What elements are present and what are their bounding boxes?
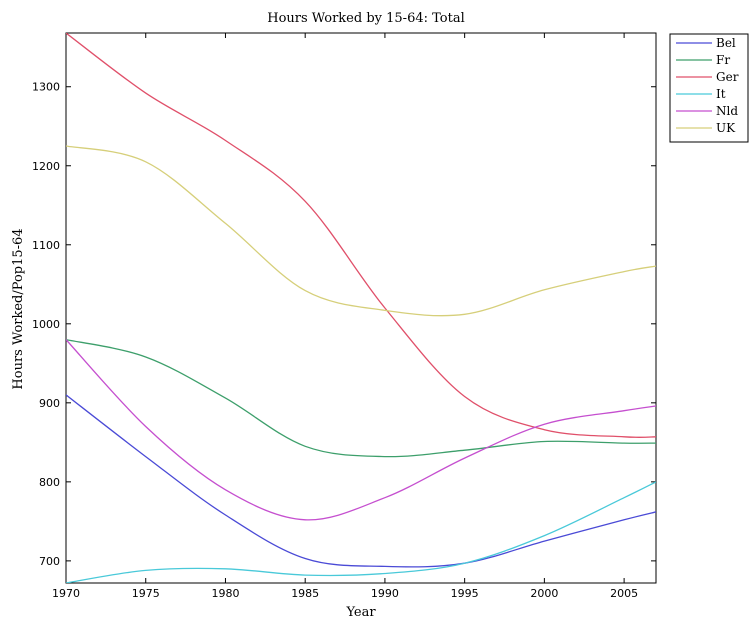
legend-label: It bbox=[716, 87, 726, 101]
legend: Bel Fr Ger It Nld UK bbox=[669, 33, 749, 143]
series-line-it bbox=[66, 481, 656, 583]
y-tick-label: 800 bbox=[39, 476, 60, 489]
x-tick-label: 2000 bbox=[530, 587, 558, 600]
series-line-fr bbox=[66, 338, 656, 458]
x-tick-label: 1990 bbox=[371, 587, 399, 600]
x-tick-label: 1985 bbox=[291, 587, 319, 600]
legend-label: Ger bbox=[716, 70, 739, 84]
x-tick-label: 1980 bbox=[211, 587, 239, 600]
x-tick-label: 2005 bbox=[610, 587, 638, 600]
x-axis-label: Year bbox=[345, 605, 376, 620]
legend-label: UK bbox=[716, 121, 736, 135]
x-tick-label: 1975 bbox=[132, 587, 160, 600]
series-line-bel bbox=[66, 394, 656, 568]
legend-label: Bel bbox=[716, 36, 736, 50]
y-tick-label: 1300 bbox=[32, 81, 60, 94]
legend-label: Nld bbox=[716, 104, 738, 118]
x-axis: 1970 1975 1980 1985 1990 1995 2000 2005 bbox=[52, 33, 638, 600]
y-tick-label: 1100 bbox=[32, 239, 60, 252]
y-tick-label: 900 bbox=[39, 397, 60, 410]
y-tick-label: 1000 bbox=[32, 318, 60, 331]
y-axis-label: Hours Worked/Pop15-64 bbox=[11, 228, 26, 389]
legend-label: Fr bbox=[716, 53, 730, 67]
legend-box bbox=[669, 33, 749, 143]
series-line-ger bbox=[66, 33, 656, 438]
chart-title: Hours Worked by 15-64: Total bbox=[267, 11, 465, 26]
y-tick-label: 1200 bbox=[32, 160, 60, 173]
series-lines bbox=[66, 33, 656, 583]
y-tick-label: 700 bbox=[39, 555, 60, 568]
plot-frame bbox=[65, 32, 657, 584]
series-line-uk bbox=[66, 145, 656, 317]
y-axis: 700 800 900 1000 1100 1200 1300 bbox=[32, 81, 656, 568]
x-tick-label: 1970 bbox=[52, 587, 80, 600]
series-line-nld bbox=[66, 339, 656, 521]
x-tick-label: 1995 bbox=[451, 587, 479, 600]
